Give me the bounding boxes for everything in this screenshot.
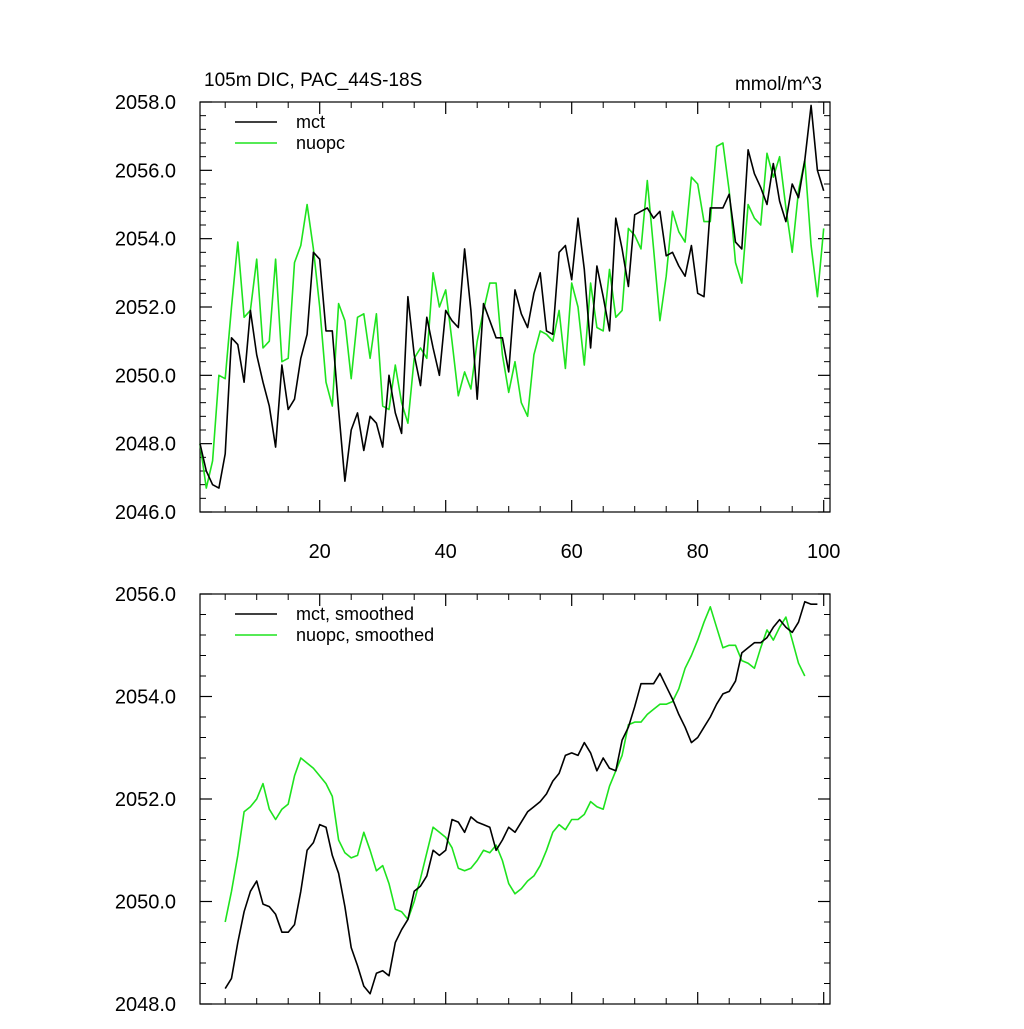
y-tick-label: 2054.0	[115, 229, 176, 251]
plot-frame-1	[199, 593, 831, 1005]
chart-units: mmol/m^3	[735, 74, 822, 95]
chart-title: 105m DIC, PAC_44S-18S	[204, 70, 422, 91]
series-line-mct-smoothed	[224, 600, 818, 995]
y-tick-label: 2056.0	[115, 160, 176, 182]
y-tick-label: 2050.0	[115, 365, 176, 387]
legend-label: mct	[296, 112, 325, 132]
legend-label: nuopc	[296, 133, 345, 153]
x-tick-label: 80	[687, 541, 709, 563]
x-tick-label: 40	[435, 541, 457, 563]
y-tick-label: 2048.0	[115, 994, 176, 1016]
series-line-mct	[199, 104, 825, 489]
y-tick-label: 2052.0	[115, 789, 176, 811]
x-tick-label: 20	[309, 541, 331, 563]
series-line-nuopc-smoothed	[224, 605, 806, 923]
y-tick-label: 2052.0	[115, 297, 176, 319]
y-tick-label: 2056.0	[115, 584, 176, 606]
plot-frame-0	[199, 101, 831, 513]
y-tick-label: 2054.0	[115, 687, 176, 709]
y-tick-label: 2050.0	[115, 892, 176, 914]
x-tick-label: 60	[561, 541, 583, 563]
legend-label: nuopc, smoothed	[296, 625, 434, 645]
y-tick-label: 2048.0	[115, 434, 176, 456]
y-tick-label: 2046.0	[115, 502, 176, 524]
legend-label: mct, smoothed	[296, 604, 414, 624]
x-tick-label: 100	[807, 541, 840, 563]
series-line-nuopc	[199, 142, 825, 489]
y-tick-label: 2058.0	[115, 92, 176, 114]
